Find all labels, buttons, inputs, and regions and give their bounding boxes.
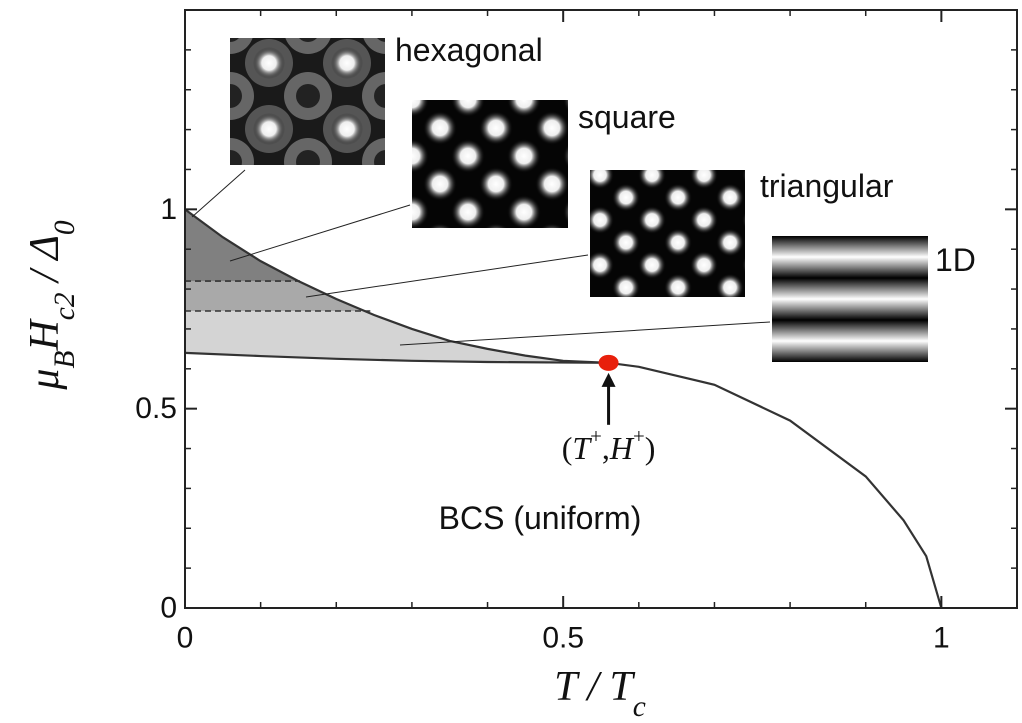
label-part: 0 (49, 220, 81, 235)
leader-line (400, 322, 770, 345)
leader-line (230, 205, 410, 261)
phase-label: BCS (uniform) (439, 500, 642, 536)
label-part: + (590, 425, 602, 448)
x-tick-label: 0 (177, 622, 194, 655)
phase-label: triangular (760, 168, 894, 204)
x-axis-label: T / Tc (554, 664, 646, 723)
phase-boundary (609, 363, 942, 608)
square-image (412, 100, 568, 228)
label-part: μ (22, 368, 68, 390)
label-part: T (609, 664, 635, 710)
label-part: c2 (49, 292, 81, 320)
label-part: ( (562, 430, 573, 466)
label-part: ) (645, 430, 656, 466)
y-tick-label: 0.5 (135, 392, 177, 425)
leader-line (306, 255, 588, 297)
1d-image (772, 236, 928, 362)
label-part: / Δ (22, 235, 68, 292)
arrow-head (602, 373, 616, 387)
label-part: , (602, 430, 610, 466)
y-axis-label: μBHc2 / Δ0 (22, 220, 81, 390)
y-tick-label: 1 (160, 193, 177, 226)
x-tick-label: 0.5 (542, 622, 584, 655)
phase-label: 1D (935, 242, 976, 278)
hexagonal-image (230, 38, 385, 165)
phase-label: square (578, 99, 676, 135)
label-part: H (22, 318, 68, 352)
label-part: c (633, 691, 646, 723)
leader-line (192, 170, 245, 217)
label-part: B (49, 350, 81, 368)
x-tick-label: 1 (933, 622, 950, 655)
label-part: + (633, 425, 645, 448)
triangular-image (590, 170, 745, 297)
critical-point-label: (T+,H+) (562, 425, 656, 466)
phase-label: hexagonal (395, 32, 543, 68)
label-part: H (609, 430, 635, 466)
chart: 00.5100.51T / TcμBHc2 / Δ0hexagonalsquar… (0, 0, 1022, 723)
critical-point (599, 355, 619, 371)
y-tick-label: 0 (160, 592, 177, 625)
label-part: / (577, 664, 610, 710)
